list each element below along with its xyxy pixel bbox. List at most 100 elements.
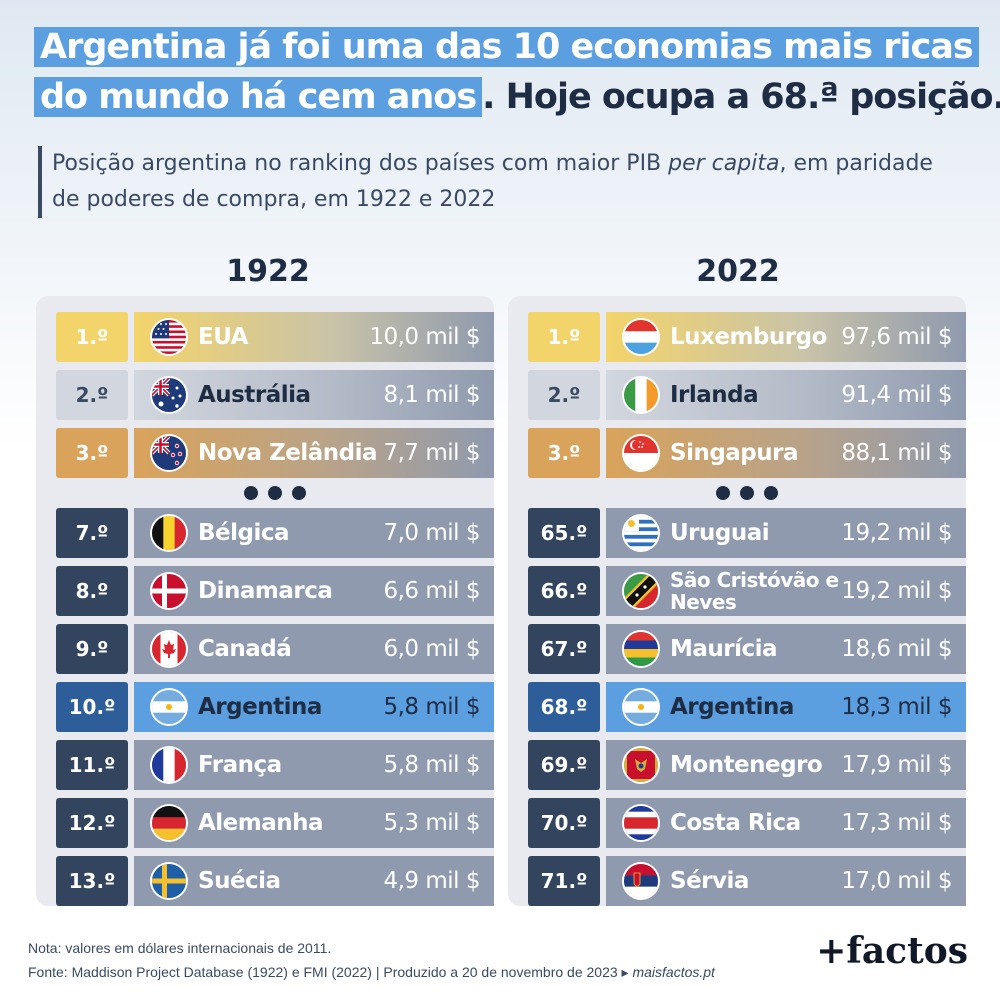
- denmark-flag-icon: [152, 574, 186, 608]
- sweden-flag-icon: [152, 864, 186, 898]
- ranking-row: 66.º São Cristóvão e Neves 19,2 mil $: [528, 566, 966, 616]
- ranking-row: 70.º Costa Rica 17,3 mil $: [528, 798, 966, 848]
- canada-flag-icon: [152, 632, 186, 666]
- ranking-row: 68.º Argentina 18,3 mil $: [528, 682, 966, 732]
- rank-badge: 11.º: [56, 740, 128, 790]
- luxembourg-flag-icon: [624, 320, 658, 354]
- country-bar: Argentina 5,8 mil $: [134, 682, 494, 732]
- footer: Nota: valores em dólares internacionais …: [28, 936, 715, 984]
- country-name: Costa Rica: [670, 810, 801, 836]
- gdp-value: 7,0 mil $: [383, 520, 480, 546]
- footer-source-line: Fonte: Maddison Project Database (1922) …: [28, 960, 715, 984]
- ellipsis-dot: [292, 486, 306, 500]
- ellipsis-dot: [268, 486, 282, 500]
- gdp-value: 88,1 mil $: [841, 440, 952, 466]
- subtitle-part1: Posição argentina no ranking dos países …: [52, 151, 669, 176]
- country-name: Irlanda: [670, 382, 759, 408]
- rank-badge: 1.º: [528, 312, 600, 362]
- ellipsis-dot: [764, 486, 778, 500]
- country-name: Suécia: [198, 868, 281, 894]
- gdp-value: 18,3 mil $: [841, 694, 952, 720]
- gdp-value: 17,0 mil $: [841, 868, 952, 894]
- montenegro-flag-icon: [624, 748, 658, 782]
- headline-highlight-1: Argentina já foi uma das 10 economias ma…: [34, 27, 979, 67]
- argentina-flag-icon: [152, 690, 186, 724]
- ranking-row: 2.º Irlanda 91,4 mil $: [528, 370, 966, 420]
- country-bar: Montenegro 17,9 mil $: [606, 740, 966, 790]
- gdp-value: 10,0 mil $: [369, 324, 480, 350]
- year-1922-title: 1922: [226, 254, 310, 289]
- ranking-row: 11.º França 5,8 mil $: [56, 740, 494, 790]
- mauritius-flag-icon: [624, 632, 658, 666]
- rank-badge: 68.º: [528, 682, 600, 732]
- usa-flag-icon: [152, 320, 186, 354]
- rank-badge: 9.º: [56, 624, 128, 674]
- country-name: EUA: [198, 324, 248, 350]
- subtitle-italic: per capita: [668, 151, 780, 176]
- country-bar: Alemanha 5,3 mil $: [134, 798, 494, 848]
- country-name: Sérvia: [670, 868, 749, 894]
- gdp-value: 97,6 mil $: [841, 324, 952, 350]
- country-name: Argentina: [198, 694, 322, 720]
- country-bar: Costa Rica 17,3 mil $: [606, 798, 966, 848]
- ranking-row: 3.º Nova Zelândia 7,7 mil $: [56, 428, 494, 478]
- ranking-row: 9.º Canadá 6,0 mil $: [56, 624, 494, 674]
- ellipsis-dot: [740, 486, 754, 500]
- country-name: Singapura: [670, 440, 799, 466]
- rank-badge: 1.º: [56, 312, 128, 362]
- country-bar: Uruguai 19,2 mil $: [606, 508, 966, 558]
- country-name: Argentina: [670, 694, 794, 720]
- rank-badge: 13.º: [56, 856, 128, 906]
- ranking-row: 65.º Uruguai 19,2 mil $: [528, 508, 966, 558]
- country-bar: Nova Zelândia 7,7 mil $: [134, 428, 494, 478]
- rank-badge: 8.º: [56, 566, 128, 616]
- rank-badge: 65.º: [528, 508, 600, 558]
- rank-badge: 70.º: [528, 798, 600, 848]
- footer-source: Fonte: Maddison Project Database (1922) …: [28, 964, 633, 980]
- country-name: Dinamarca: [198, 578, 333, 604]
- country-name: Uruguai: [670, 520, 770, 546]
- rank-badge: 69.º: [528, 740, 600, 790]
- gdp-value: 6,6 mil $: [383, 578, 480, 604]
- france-flag-icon: [152, 748, 186, 782]
- rank-badge: 71.º: [528, 856, 600, 906]
- germany-flag-icon: [152, 806, 186, 840]
- headline-plain: . Hoje ocupa a 68.ª posição.: [482, 77, 1000, 117]
- country-bar: Sérvia 17,0 mil $: [606, 856, 966, 906]
- ranking-row: 1.º EUA 10,0 mil $: [56, 312, 494, 362]
- country-bar: São Cristóvão e Neves 19,2 mil $: [606, 566, 966, 616]
- country-name: Austrália: [198, 382, 311, 408]
- brand-logo: +factos: [816, 930, 968, 972]
- gdp-value: 19,2 mil $: [841, 578, 952, 604]
- country-bar: Suécia 4,9 mil $: [134, 856, 494, 906]
- rank-badge: 10.º: [56, 682, 128, 732]
- ellipsis-dots: [528, 486, 966, 500]
- rank-badge: 12.º: [56, 798, 128, 848]
- rank-badge: 2.º: [56, 370, 128, 420]
- headline: Argentina já foi uma das 10 economias ma…: [34, 22, 1000, 122]
- country-bar: Canadá 6,0 mil $: [134, 624, 494, 674]
- country-bar: Singapura 88,1 mil $: [606, 428, 966, 478]
- gdp-value: 17,9 mil $: [841, 752, 952, 778]
- ranking-row: 13.º Suécia 4,9 mil $: [56, 856, 494, 906]
- ranking-row: 1.º Luxemburgo 97,6 mil $: [528, 312, 966, 362]
- footer-site: maisfactos.pt: [632, 964, 715, 980]
- subtitle: Posição argentina no ranking dos países …: [38, 146, 938, 218]
- country-bar: França 5,8 mil $: [134, 740, 494, 790]
- gdp-value: 6,0 mil $: [383, 636, 480, 662]
- rank-badge: 67.º: [528, 624, 600, 674]
- ireland-flag-icon: [624, 378, 658, 412]
- rank-badge: 2.º: [528, 370, 600, 420]
- gdp-value: 17,3 mil $: [841, 810, 952, 836]
- ranking-panel-2022: 1.º Luxemburgo 97,6 mil $ 2.º Irlanda 91,4 mi…: [508, 296, 966, 906]
- ranking-row: 69.º Montenegro 17,9 mil $: [528, 740, 966, 790]
- country-bar: Dinamarca 6,6 mil $: [134, 566, 494, 616]
- gdp-value: 19,2 mil $: [841, 520, 952, 546]
- ranking-row: 2.º Austrália 8,1 mil $: [56, 370, 494, 420]
- costa-rica-flag-icon: [624, 806, 658, 840]
- footer-note: Nota: valores em dólares internacionais …: [28, 940, 332, 956]
- country-bar: Austrália 8,1 mil $: [134, 370, 494, 420]
- country-name: Canadá: [198, 636, 292, 662]
- country-bar: Luxemburgo 97,6 mil $: [606, 312, 966, 362]
- country-name: Montenegro: [670, 752, 823, 778]
